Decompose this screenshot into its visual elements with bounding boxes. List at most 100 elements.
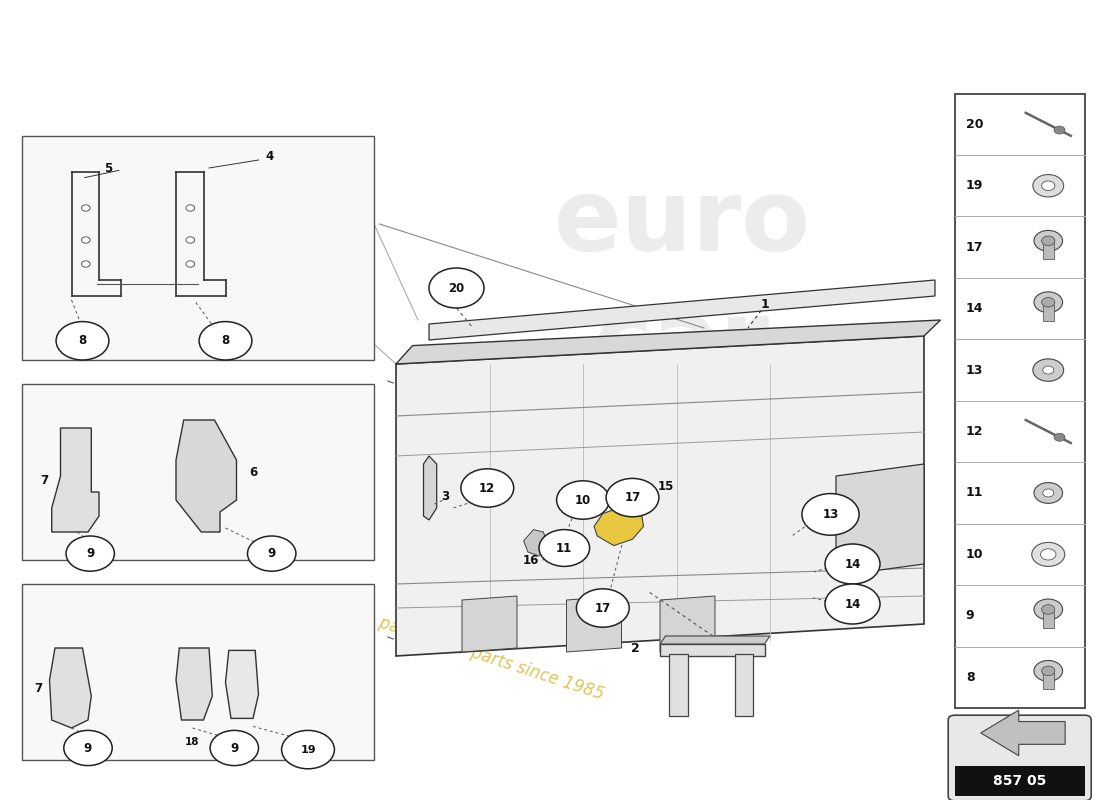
Circle shape bbox=[825, 584, 880, 624]
Circle shape bbox=[1034, 292, 1063, 313]
Text: 13: 13 bbox=[823, 508, 838, 521]
Text: 3: 3 bbox=[441, 490, 450, 502]
Polygon shape bbox=[462, 596, 517, 652]
Text: 7: 7 bbox=[40, 474, 48, 486]
Text: 14: 14 bbox=[845, 558, 860, 570]
Polygon shape bbox=[52, 428, 99, 532]
Circle shape bbox=[802, 494, 859, 535]
Bar bbox=[22, 584, 374, 760]
Circle shape bbox=[81, 237, 90, 243]
Circle shape bbox=[1042, 666, 1055, 676]
Polygon shape bbox=[176, 420, 236, 532]
Circle shape bbox=[64, 730, 112, 766]
Circle shape bbox=[1054, 126, 1065, 134]
Circle shape bbox=[1043, 489, 1054, 497]
Text: car: car bbox=[594, 295, 770, 393]
Polygon shape bbox=[981, 710, 1065, 756]
FancyBboxPatch shape bbox=[948, 715, 1091, 800]
Circle shape bbox=[429, 268, 484, 308]
Text: 1: 1 bbox=[760, 298, 769, 310]
Text: 7: 7 bbox=[34, 682, 43, 694]
Text: 9: 9 bbox=[966, 610, 975, 622]
Circle shape bbox=[1054, 434, 1065, 442]
Polygon shape bbox=[660, 644, 764, 656]
Text: 10: 10 bbox=[575, 494, 591, 506]
Polygon shape bbox=[660, 636, 770, 644]
Polygon shape bbox=[566, 596, 621, 652]
Text: 14: 14 bbox=[966, 302, 983, 315]
Bar bbox=[1043, 612, 1054, 628]
Text: 857 05: 857 05 bbox=[993, 774, 1046, 788]
Circle shape bbox=[1042, 605, 1055, 614]
Text: 15: 15 bbox=[658, 480, 673, 493]
Text: 2: 2 bbox=[631, 642, 640, 654]
Polygon shape bbox=[524, 530, 548, 556]
Circle shape bbox=[576, 589, 629, 627]
Circle shape bbox=[282, 730, 334, 769]
Bar bbox=[1043, 243, 1054, 259]
Circle shape bbox=[606, 478, 659, 517]
Circle shape bbox=[1043, 366, 1054, 374]
Text: 17: 17 bbox=[625, 491, 640, 504]
Bar bbox=[1043, 305, 1054, 321]
Circle shape bbox=[461, 469, 514, 507]
Circle shape bbox=[825, 544, 880, 584]
Polygon shape bbox=[50, 648, 91, 728]
Text: 11: 11 bbox=[966, 486, 983, 499]
Text: 9: 9 bbox=[267, 547, 276, 560]
Circle shape bbox=[1034, 599, 1063, 620]
Bar bbox=[22, 136, 374, 360]
Circle shape bbox=[1034, 230, 1063, 251]
Polygon shape bbox=[226, 650, 258, 718]
Circle shape bbox=[56, 322, 109, 360]
Circle shape bbox=[248, 536, 296, 571]
Text: 9: 9 bbox=[230, 742, 239, 754]
Circle shape bbox=[539, 530, 590, 566]
Circle shape bbox=[1041, 549, 1056, 560]
Polygon shape bbox=[429, 280, 935, 340]
Circle shape bbox=[1033, 359, 1064, 382]
Text: 12: 12 bbox=[480, 482, 495, 494]
Text: 10: 10 bbox=[966, 548, 983, 561]
Circle shape bbox=[81, 261, 90, 267]
Bar bbox=[1043, 674, 1054, 690]
Circle shape bbox=[1042, 181, 1055, 190]
Circle shape bbox=[186, 237, 195, 243]
Text: 17: 17 bbox=[595, 602, 610, 614]
Circle shape bbox=[1034, 482, 1063, 503]
Polygon shape bbox=[176, 648, 212, 720]
Text: 13: 13 bbox=[966, 363, 983, 377]
Bar bbox=[955, 94, 1085, 708]
Circle shape bbox=[557, 481, 609, 519]
Text: 20: 20 bbox=[966, 118, 983, 131]
Text: 17: 17 bbox=[966, 241, 983, 254]
Polygon shape bbox=[735, 654, 754, 716]
Text: 9: 9 bbox=[84, 742, 92, 754]
Circle shape bbox=[1033, 174, 1064, 197]
Text: 5: 5 bbox=[103, 162, 112, 174]
Text: parts: parts bbox=[535, 415, 829, 513]
Bar bbox=[955, 766, 1085, 796]
Text: 19: 19 bbox=[966, 179, 983, 192]
Circle shape bbox=[210, 730, 258, 766]
Text: euro: euro bbox=[553, 175, 811, 273]
Text: 4: 4 bbox=[265, 150, 274, 162]
Text: 20: 20 bbox=[449, 282, 464, 294]
Circle shape bbox=[1042, 298, 1055, 307]
Circle shape bbox=[1032, 542, 1065, 566]
Polygon shape bbox=[396, 320, 940, 364]
Text: 9: 9 bbox=[86, 547, 95, 560]
Text: 19: 19 bbox=[300, 745, 316, 754]
Text: 11: 11 bbox=[557, 542, 572, 554]
Polygon shape bbox=[424, 456, 437, 520]
Circle shape bbox=[66, 536, 114, 571]
Polygon shape bbox=[660, 596, 715, 652]
Polygon shape bbox=[669, 654, 688, 716]
Text: 18: 18 bbox=[185, 738, 200, 747]
Circle shape bbox=[199, 322, 252, 360]
Text: 8: 8 bbox=[221, 334, 230, 347]
Bar bbox=[22, 384, 374, 560]
Circle shape bbox=[81, 205, 90, 211]
Text: 14: 14 bbox=[845, 598, 860, 610]
Circle shape bbox=[186, 261, 195, 267]
